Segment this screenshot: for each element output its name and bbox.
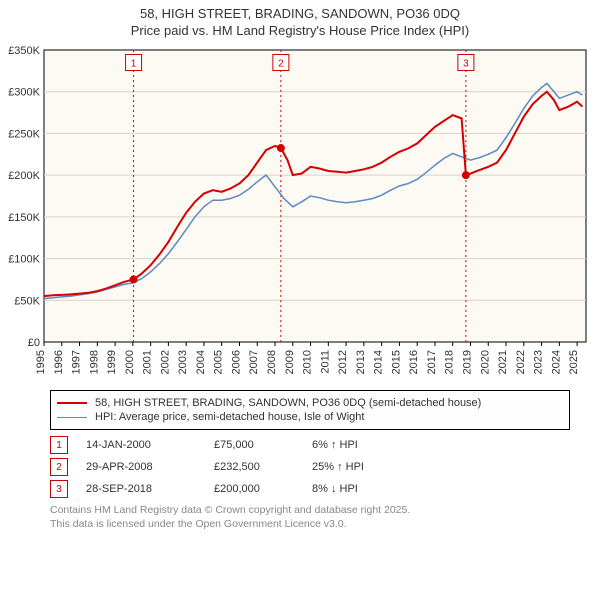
- svg-text:2016: 2016: [408, 350, 420, 374]
- sale-pct: 25% ↑ HPI: [312, 461, 412, 473]
- svg-text:2025: 2025: [568, 350, 580, 374]
- svg-text:2018: 2018: [444, 350, 456, 374]
- chart-title-block: 58, HIGH STREET, BRADING, SANDOWN, PO36 …: [0, 6, 600, 38]
- sale-price: £200,000: [214, 483, 294, 495]
- sale-row: 3 28-SEP-2018 £200,000 8% ↓ HPI: [50, 480, 570, 498]
- svg-text:£250K: £250K: [8, 128, 40, 140]
- sale-marker-box: 2: [50, 458, 68, 476]
- svg-text:£200K: £200K: [8, 170, 40, 182]
- legend: 58, HIGH STREET, BRADING, SANDOWN, PO36 …: [50, 390, 570, 430]
- svg-text:2003: 2003: [177, 350, 189, 374]
- svg-text:2020: 2020: [479, 350, 491, 374]
- legend-label: 58, HIGH STREET, BRADING, SANDOWN, PO36 …: [95, 397, 481, 409]
- legend-swatch: [57, 402, 87, 404]
- svg-text:2000: 2000: [124, 350, 136, 374]
- sale-price: £232,500: [214, 461, 294, 473]
- svg-text:2004: 2004: [195, 350, 207, 374]
- svg-text:2015: 2015: [390, 350, 402, 374]
- sale-pct: 8% ↓ HPI: [312, 483, 412, 495]
- svg-text:2010: 2010: [302, 350, 314, 374]
- chart-area: £0 £50K £100K £150K £200K £250K £300K £350K 1995…: [0, 46, 600, 386]
- sale-pct: 6% ↑ HPI: [312, 439, 412, 451]
- svg-text:1998: 1998: [88, 350, 100, 374]
- svg-text:2007: 2007: [248, 350, 260, 374]
- chart-svg: £0 £50K £100K £150K £200K £250K £300K £350K 1995…: [0, 46, 600, 386]
- svg-text:£0: £0: [28, 337, 40, 349]
- svg-text:2017: 2017: [426, 350, 438, 374]
- svg-text:2021: 2021: [497, 350, 509, 374]
- svg-text:2019: 2019: [461, 350, 473, 374]
- license-line2: This data is licensed under the Open Gov…: [50, 518, 570, 532]
- svg-text:2005: 2005: [213, 350, 225, 374]
- svg-text:2011: 2011: [319, 350, 331, 374]
- sale-date: 28-SEP-2018: [86, 483, 196, 495]
- sale-row: 1 14-JAN-2000 £75,000 6% ↑ HPI: [50, 436, 570, 454]
- svg-text:3: 3: [463, 59, 469, 70]
- svg-text:2: 2: [278, 59, 284, 70]
- sale-marker-box: 3: [50, 480, 68, 498]
- legend-label: HPI: Average price, semi-detached house,…: [95, 411, 364, 423]
- chart-title-line2: Price paid vs. HM Land Registry's House …: [0, 23, 600, 38]
- svg-text:2022: 2022: [515, 350, 527, 374]
- svg-text:£350K: £350K: [8, 46, 40, 57]
- svg-text:1: 1: [131, 59, 137, 70]
- svg-text:2023: 2023: [533, 350, 545, 374]
- svg-text:2012: 2012: [337, 350, 349, 374]
- svg-text:2008: 2008: [266, 350, 278, 374]
- svg-text:2001: 2001: [142, 350, 154, 374]
- chart-title-line1: 58, HIGH STREET, BRADING, SANDOWN, PO36 …: [0, 6, 600, 21]
- svg-text:£50K: £50K: [14, 295, 40, 307]
- legend-row: HPI: Average price, semi-detached house,…: [57, 411, 563, 423]
- legend-swatch: [57, 417, 87, 418]
- license-text: Contains HM Land Registry data © Crown c…: [50, 504, 570, 531]
- svg-text:2009: 2009: [284, 350, 296, 374]
- svg-text:£150K: £150K: [8, 212, 40, 224]
- svg-text:2013: 2013: [355, 350, 367, 374]
- license-line1: Contains HM Land Registry data © Crown c…: [50, 504, 570, 518]
- sale-row: 2 29-APR-2008 £232,500 25% ↑ HPI: [50, 458, 570, 476]
- sale-marker-box: 1: [50, 436, 68, 454]
- svg-text:2002: 2002: [159, 350, 171, 374]
- sales-table: 1 14-JAN-2000 £75,000 6% ↑ HPI 2 29-APR-2008 £…: [50, 436, 570, 498]
- svg-text:2024: 2024: [550, 350, 562, 374]
- svg-text:1996: 1996: [53, 350, 65, 374]
- sale-date: 14-JAN-2000: [86, 439, 196, 451]
- svg-text:1999: 1999: [106, 350, 118, 374]
- legend-row: 58, HIGH STREET, BRADING, SANDOWN, PO36 …: [57, 397, 563, 409]
- svg-text:£100K: £100K: [8, 254, 40, 266]
- sale-price: £75,000: [214, 439, 294, 451]
- svg-text:2014: 2014: [373, 350, 385, 374]
- svg-text:£300K: £300K: [8, 87, 40, 99]
- svg-text:1997: 1997: [71, 350, 83, 374]
- svg-text:2006: 2006: [230, 350, 242, 374]
- sale-date: 29-APR-2008: [86, 461, 196, 473]
- svg-text:1995: 1995: [35, 350, 47, 374]
